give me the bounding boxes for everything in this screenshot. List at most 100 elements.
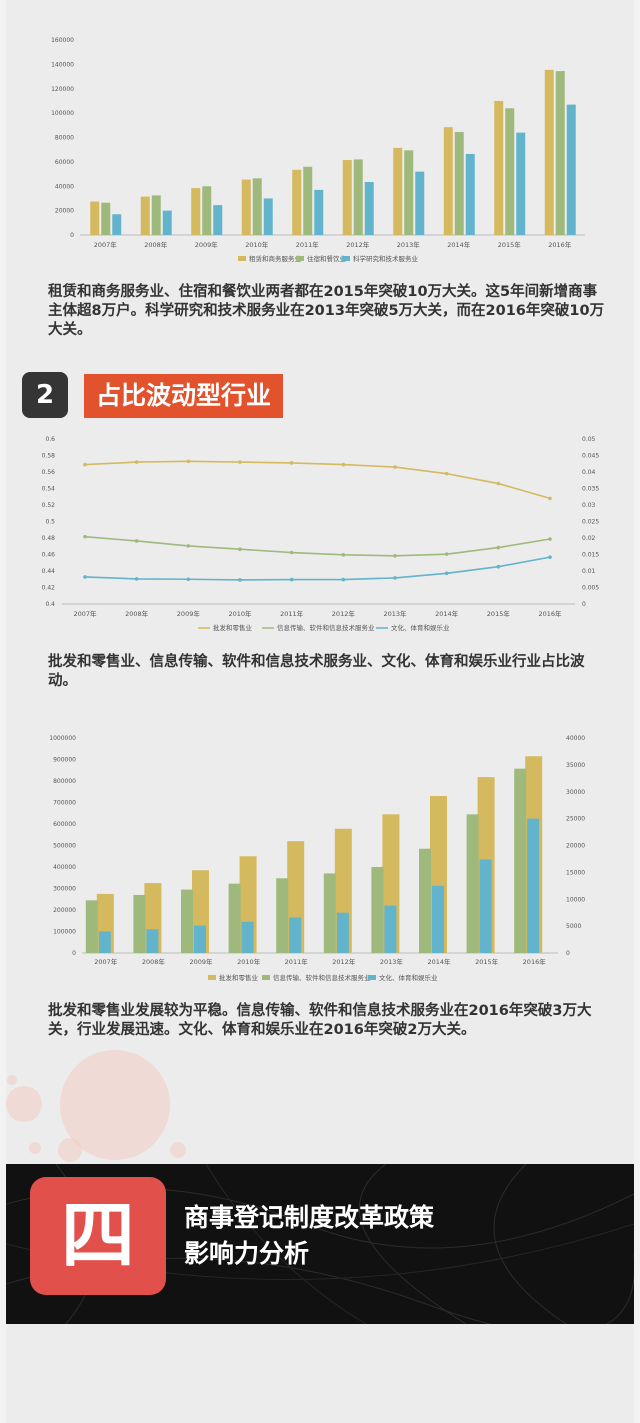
x-tick-label: 2011年: [280, 609, 304, 618]
y-tick-label: 120000: [51, 86, 74, 93]
legend-swatch: [208, 975, 216, 980]
legend-label: 科学研究和技术服务业: [353, 254, 419, 263]
y2-tick-label: 20000: [566, 843, 585, 850]
y-tick-label: 0.6: [45, 436, 55, 443]
data-point: [134, 577, 139, 581]
data-point: [341, 553, 346, 557]
x-tick-label: 2011年: [296, 240, 320, 249]
decor-circle: [58, 1138, 82, 1162]
data-point: [134, 539, 139, 543]
bar: [162, 210, 172, 235]
y-tick-label: 0.48: [42, 535, 56, 542]
y-tick-label: 100000: [51, 110, 74, 117]
y2-tick-label: 0.03: [582, 502, 596, 509]
data-point: [548, 555, 552, 559]
data-point: [444, 552, 449, 556]
legend-swatch: [238, 256, 246, 261]
x-tick-label: 2013年: [397, 240, 421, 249]
x-tick-label: 2007年: [94, 957, 118, 966]
y2-tick-label: 0: [582, 601, 586, 608]
y2-tick-label: 5000: [566, 923, 581, 930]
bar: [85, 900, 98, 953]
bar: [323, 873, 336, 953]
y-tick-label: 300000: [53, 886, 76, 893]
y2-tick-label: 30000: [566, 789, 585, 796]
y-tick-label: 0.46: [42, 552, 56, 559]
bar: [555, 71, 565, 235]
bar: [151, 195, 161, 235]
x-tick-label: 2013年: [380, 957, 404, 966]
legend-swatch: [368, 975, 376, 980]
data-point: [83, 462, 87, 467]
legend-label: 信息传输、软件和信息技术服务业: [277, 623, 375, 632]
bar: [252, 178, 262, 235]
x-tick-label: 2016年: [538, 609, 562, 618]
legend-label: 信息传输、软件和信息技术服务业: [273, 973, 371, 982]
x-tick-label: 2008年: [125, 609, 149, 618]
chart-3-bar: 0100000200000300000400000500000600000700…: [49, 735, 585, 982]
series-line: [84, 556, 551, 581]
bar: [213, 205, 223, 235]
legend-swatch: [342, 256, 350, 261]
y-tick-label: 0.54: [42, 486, 56, 493]
data-point: [548, 537, 552, 541]
x-tick-label: 2010年: [228, 609, 252, 618]
data-point: [186, 577, 191, 582]
bar: [505, 108, 515, 235]
x-tick-label: 2007年: [94, 240, 118, 249]
bar: [98, 931, 111, 953]
bar: [146, 929, 159, 953]
data-point: [341, 462, 346, 467]
bar: [454, 132, 464, 235]
x-tick-label: 2012年: [332, 957, 356, 966]
y-tick-label: 0.42: [42, 585, 56, 592]
x-tick-label: 2007年: [73, 609, 97, 618]
y-tick-label: 0.5: [45, 519, 55, 526]
data-point: [238, 578, 242, 582]
data-point: [289, 577, 294, 582]
y2-tick-label: 15000: [566, 869, 585, 876]
y-tick-label: 600000: [53, 821, 76, 828]
data-point: [289, 461, 294, 465]
banner-title-line-2: 影响力分析: [184, 1239, 310, 1268]
data-point: [393, 465, 397, 469]
data-point: [186, 459, 191, 464]
y2-tick-label: 0.035: [582, 486, 599, 493]
bar: [194, 925, 206, 953]
x-tick-label: 2008年: [144, 240, 168, 249]
bar: [191, 188, 201, 235]
decor-circle: [170, 1142, 186, 1158]
y2-tick-label: 25000: [566, 816, 585, 823]
y2-tick-label: 0.025: [582, 519, 599, 526]
y-tick-label: 700000: [53, 800, 76, 807]
series-line: [84, 460, 551, 500]
legend-label: 文化、体育和娱乐业: [391, 623, 450, 632]
y-tick-label: 0.52: [42, 502, 56, 509]
legend-label: 批发和零售业: [219, 973, 259, 982]
paragraph-1: 租赁和商务服务业、住宿和餐饮业两者都在2015年突破10万大关。这5年间新增商事…: [48, 284, 605, 338]
x-tick-label: 2011年: [285, 957, 309, 966]
bar: [181, 889, 193, 953]
y-tick-label: 400000: [53, 864, 76, 871]
y-tick-label: 0: [70, 232, 74, 239]
data-point: [238, 460, 242, 464]
bar: [101, 202, 111, 235]
bar: [393, 147, 403, 235]
y-tick-label: 40000: [55, 183, 74, 190]
y-tick-label: 0.44: [42, 568, 56, 575]
y2-tick-label: 0.005: [582, 585, 599, 592]
x-tick-label: 2015年: [487, 609, 511, 618]
y2-tick-label: 40000: [566, 735, 585, 742]
bar: [404, 150, 414, 235]
decor-circle: [7, 1075, 17, 1085]
legend-label: 批发和零售业: [213, 623, 253, 632]
paragraph-2: 批发和零售业、信息传输、软件和信息技术服务业、文化、体育和娱乐业行业占比波动。: [48, 654, 585, 689]
bar: [465, 153, 475, 235]
y-tick-label: 1000000: [49, 735, 76, 742]
y2-tick-label: 0.02: [582, 535, 596, 542]
bar: [432, 885, 444, 953]
legend-swatch: [296, 256, 304, 261]
bar: [466, 814, 479, 953]
data-point: [444, 571, 449, 576]
bar: [364, 181, 374, 235]
